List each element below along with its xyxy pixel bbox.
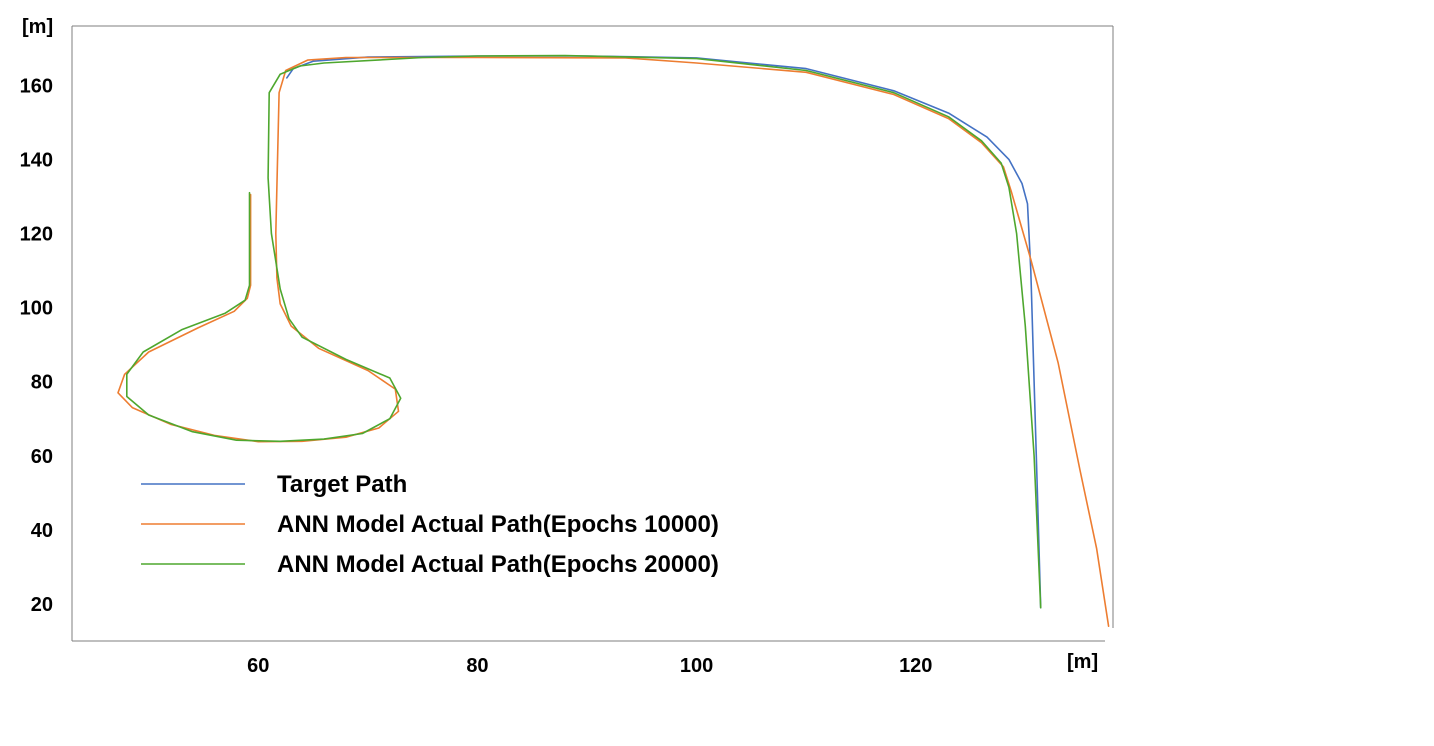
x-axis-ticks: 60 80 100 120: [247, 655, 932, 677]
legend: Target Path ANN Model Actual Path(Epochs …: [141, 471, 719, 578]
x-tick-label: 80: [466, 655, 488, 677]
y-tick-label: 80: [31, 372, 53, 394]
y-tick-label: 20: [31, 594, 53, 616]
legend-label-2: ANN Model Actual Path(Epochs 10000): [277, 511, 719, 538]
legend-label-1: Target Path: [277, 471, 407, 498]
x-axis-unit-label: [m]: [1067, 651, 1098, 673]
x-tick-label: 100: [680, 655, 713, 677]
y-axis-ticks: 20 40 60 80 100 120 140 160: [20, 75, 53, 616]
y-tick-label: 140: [20, 149, 53, 171]
x-tick-label: 60: [247, 655, 269, 677]
x-tick-label: 120: [899, 655, 932, 677]
legend-label-3: ANN Model Actual Path(Epochs 20000): [277, 551, 719, 578]
y-tick-label: 40: [31, 520, 53, 542]
plot-frame: [71, 25, 1114, 642]
y-tick-label: 60: [31, 446, 53, 468]
series-line-2: [117, 56, 1110, 627]
y-tick-label: 120: [20, 223, 53, 245]
y-tick-label: 100: [20, 298, 53, 320]
series-lines: [117, 54, 1110, 627]
y-tick-label: 160: [20, 75, 53, 97]
series-line-3: [126, 54, 1042, 609]
y-axis-unit-label: [m]: [22, 16, 53, 38]
